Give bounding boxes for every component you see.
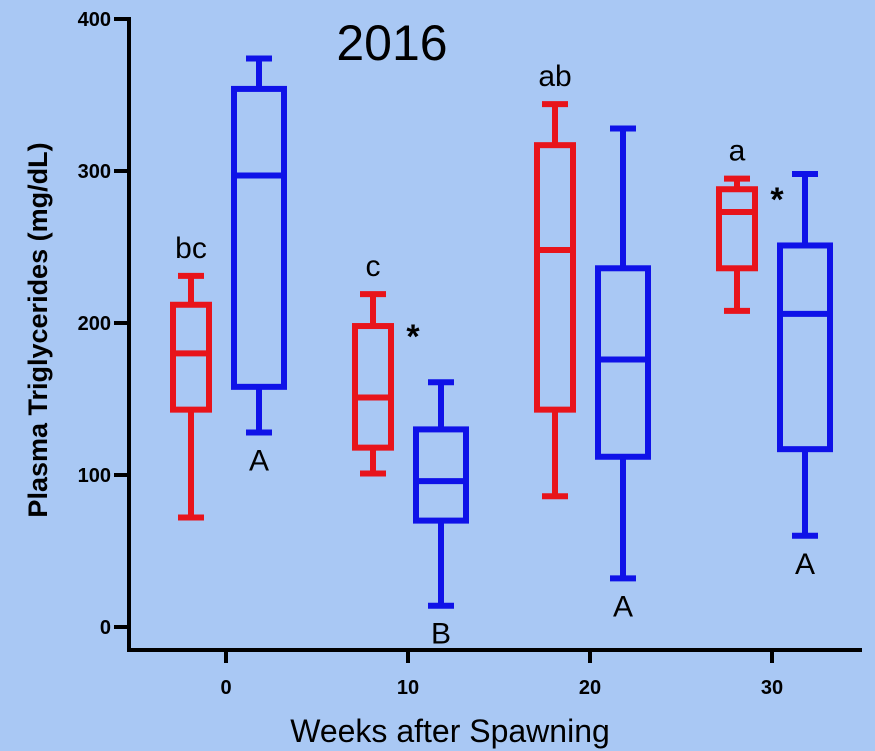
box-red-week-0 [170, 272, 212, 521]
significance-letter: A [613, 590, 633, 623]
iqr-box [534, 142, 576, 413]
significance-letter: c [366, 250, 381, 283]
iqr-box [777, 242, 833, 453]
y-tick-label: 200 [78, 313, 111, 335]
chart-title: 2016 [336, 15, 447, 71]
significance-letter: A [795, 548, 815, 581]
significance-letter: ab [538, 60, 571, 93]
significance-star: * [406, 318, 420, 356]
box-blue-week-10 [413, 379, 469, 609]
x-tick-label: 0 [220, 677, 231, 699]
significance-letter: bc [175, 232, 207, 265]
box-blue-week-0 [231, 55, 287, 436]
box-red-week-20 [534, 101, 576, 500]
iqr-box [595, 265, 651, 460]
y-tick-label: 100 [78, 465, 111, 487]
box-red-week-30 [716, 175, 758, 314]
significance-star: * [770, 181, 784, 219]
y-axis-title: Plasma Triglycerides (mg/dL) [23, 142, 53, 517]
significance-letter: B [431, 618, 451, 651]
plot-area: 0 100 200 300 400 0 10 20 30 Weeks after Spawning… [23, 9, 862, 749]
iqr-box [352, 323, 394, 451]
y-tick-label: 300 [78, 161, 111, 183]
box-blue-week-30 [777, 171, 833, 539]
box-blue-week-20 [595, 125, 651, 582]
iqr-box [413, 426, 469, 524]
x-axis-title: Weeks after Spawning [290, 713, 610, 749]
iqr-box [170, 301, 212, 413]
significance-letter: A [249, 444, 269, 477]
iqr-box [716, 186, 758, 272]
x-tick-label: 10 [397, 677, 419, 699]
x-tick-label: 20 [579, 677, 601, 699]
box-red-week-10 [352, 291, 394, 477]
significance-letter: a [729, 135, 746, 168]
iqr-box [231, 85, 287, 390]
x-tick-label: 30 [761, 677, 783, 699]
y-tick-label: 400 [78, 9, 111, 31]
y-tick-label: 0 [100, 617, 111, 639]
